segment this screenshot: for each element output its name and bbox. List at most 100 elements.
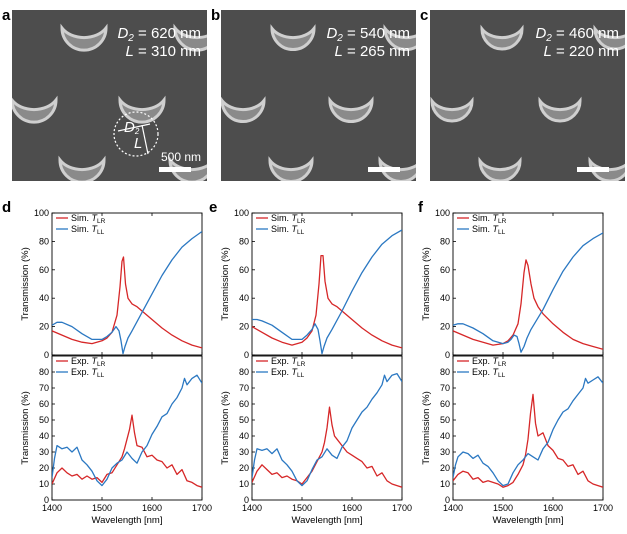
inset-d2-subscript: 2 — [134, 127, 140, 136]
y-tick-label: 10 — [440, 479, 450, 489]
legend-prefix: Sim. — [71, 213, 92, 223]
x-axis-label: Wavelength [nm] — [493, 515, 564, 526]
plot-frame — [51, 355, 203, 501]
y-tick-label: 40 — [239, 293, 249, 303]
y-tick-label: 10 — [239, 479, 249, 489]
nano-moon — [480, 24, 524, 51]
plot-frame — [251, 355, 403, 501]
series-line-sim-t-lr — [252, 254, 402, 349]
y-tick-label: 80 — [239, 236, 249, 246]
y-tick-label: 0 — [44, 350, 49, 360]
series-line-sim-t-lr — [453, 259, 603, 350]
panel-label: c — [420, 7, 428, 24]
legend-symbol: T — [493, 213, 500, 223]
legend-entry: Sim. TLR — [71, 213, 106, 225]
x-tick-label: 1500 — [92, 503, 112, 513]
nano-moon — [593, 24, 625, 51]
y-tick-label: 20 — [39, 322, 49, 332]
series-line-sim-t-ll — [52, 230, 202, 355]
legend-prefix: Sim. — [271, 224, 292, 234]
series-line-exp-t-lr — [52, 414, 202, 488]
legend-prefix: Exp. — [71, 356, 92, 366]
panel-label: e — [209, 199, 217, 216]
series-line-exp-t-ll — [52, 374, 202, 487]
inset-l-label: L — [134, 135, 142, 152]
y-axis-label: Transmission (%) — [220, 247, 231, 321]
d2-symbol: D — [535, 25, 546, 42]
panel-label: a — [2, 7, 11, 24]
y-tick-label: 80 — [39, 236, 49, 246]
x-tick-label: 1400 — [443, 503, 463, 513]
legend-symbol: T — [493, 224, 500, 234]
d2-subscript: 2 — [545, 33, 552, 44]
y-tick-label: 20 — [39, 463, 49, 473]
d2-value-label: D2 = 540 nm — [326, 25, 410, 44]
legend-subscript: LL — [297, 229, 305, 236]
legend-prefix: Exp. — [472, 356, 493, 366]
legend-subscript: LL — [498, 229, 506, 236]
legend-prefix: Sim. — [71, 224, 92, 234]
nano-moon — [173, 23, 207, 52]
y-axis-label: Transmission (%) — [421, 391, 432, 465]
y-tick-label: 10 — [39, 479, 49, 489]
legend-prefix: Sim. — [271, 213, 292, 223]
y-axis-label: Transmission (%) — [20, 247, 31, 321]
inset-outline-circle — [113, 111, 159, 157]
legend-entry: Exp. TLL — [71, 367, 105, 379]
plot-frame — [51, 212, 203, 356]
legend-symbol: T — [493, 367, 500, 377]
d2-subscript: 2 — [127, 33, 134, 44]
legend-symbol: T — [92, 356, 99, 366]
y-tick-label: 60 — [39, 399, 49, 409]
y-axis-label: Transmission (%) — [220, 391, 231, 465]
legend-symbol: T — [92, 367, 99, 377]
plot-frame — [452, 212, 604, 356]
legend-symbol: T — [92, 224, 99, 234]
y-tick-label: 40 — [440, 431, 450, 441]
nano-moon — [118, 95, 166, 124]
sem-panel-c: D2 = 460 nmL = 220 nm — [430, 10, 625, 181]
series-line-sim-t-ll — [453, 232, 603, 353]
x-tick-label: 1700 — [192, 503, 212, 513]
y-tick-label: 30 — [239, 447, 249, 457]
y-tick-label: 20 — [440, 463, 450, 473]
legend-symbol: T — [292, 367, 299, 377]
y-tick-label: 30 — [39, 447, 49, 457]
scale-bar-label: 500 nm — [161, 150, 201, 164]
y-tick-label: 20 — [440, 322, 450, 332]
y-tick-label: 80 — [39, 367, 49, 377]
x-tick-label: 1500 — [493, 503, 513, 513]
x-tick-label: 1400 — [42, 503, 62, 513]
l-value: = 265 nm — [343, 43, 410, 60]
series-line-sim-t-ll — [252, 229, 402, 355]
d2-symbol: D — [326, 25, 337, 42]
scale-bar — [368, 167, 400, 172]
inset-d2-arrow — [117, 123, 151, 132]
legend-subscript: LR — [97, 218, 106, 225]
legend-symbol: T — [292, 224, 299, 234]
d2-value-label: D2 = 620 nm — [117, 25, 201, 44]
legend-prefix: Sim. — [472, 213, 493, 223]
legend-subscript: LL — [97, 229, 105, 236]
scale-bar — [159, 167, 191, 172]
legend-entry: Exp. TLR — [472, 356, 507, 368]
x-tick-label: 1400 — [242, 503, 262, 513]
series-line-exp-t-lr — [252, 406, 402, 488]
legend-subscript: LL — [498, 372, 506, 379]
x-tick-label: 1500 — [292, 503, 312, 513]
y-tick-label: 80 — [440, 236, 450, 246]
y-tick-label: 40 — [39, 293, 49, 303]
nano-moon — [221, 96, 266, 124]
legend-symbol: T — [292, 213, 299, 223]
y-tick-label: 60 — [239, 399, 249, 409]
y-tick-label: 40 — [39, 431, 49, 441]
l-value-label: L = 220 nm — [544, 43, 619, 60]
inset-d2-symbol: D — [124, 119, 135, 136]
y-tick-label: 50 — [239, 415, 249, 425]
